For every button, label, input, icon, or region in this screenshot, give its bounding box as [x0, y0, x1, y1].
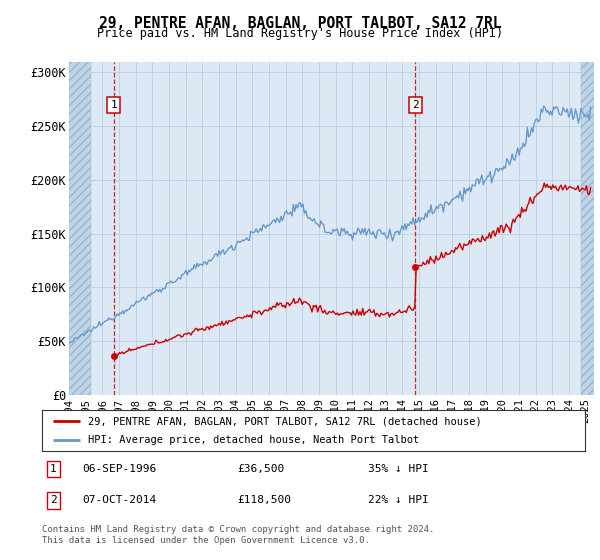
Text: Price paid vs. HM Land Registry's House Price Index (HPI): Price paid vs. HM Land Registry's House … — [97, 27, 503, 40]
Text: £118,500: £118,500 — [238, 496, 292, 506]
Text: 29, PENTRE AFAN, BAGLAN, PORT TALBOT, SA12 7RL (detached house): 29, PENTRE AFAN, BAGLAN, PORT TALBOT, SA… — [88, 417, 482, 426]
Text: 29, PENTRE AFAN, BAGLAN, PORT TALBOT, SA12 7RL: 29, PENTRE AFAN, BAGLAN, PORT TALBOT, SA… — [99, 16, 501, 31]
Text: 35% ↓ HPI: 35% ↓ HPI — [368, 464, 428, 474]
Text: Contains HM Land Registry data © Crown copyright and database right 2024.
This d: Contains HM Land Registry data © Crown c… — [42, 525, 434, 545]
Text: 07-OCT-2014: 07-OCT-2014 — [83, 496, 157, 506]
Text: 2: 2 — [50, 496, 57, 506]
Text: 2: 2 — [412, 100, 419, 110]
Text: 06-SEP-1996: 06-SEP-1996 — [83, 464, 157, 474]
Text: HPI: Average price, detached house, Neath Port Talbot: HPI: Average price, detached house, Neat… — [88, 435, 419, 445]
Text: 22% ↓ HPI: 22% ↓ HPI — [368, 496, 428, 506]
Bar — [581, 62, 594, 395]
Text: £36,500: £36,500 — [238, 464, 285, 474]
Text: 1: 1 — [110, 100, 117, 110]
Bar — [69, 62, 91, 395]
Text: 1: 1 — [50, 464, 57, 474]
